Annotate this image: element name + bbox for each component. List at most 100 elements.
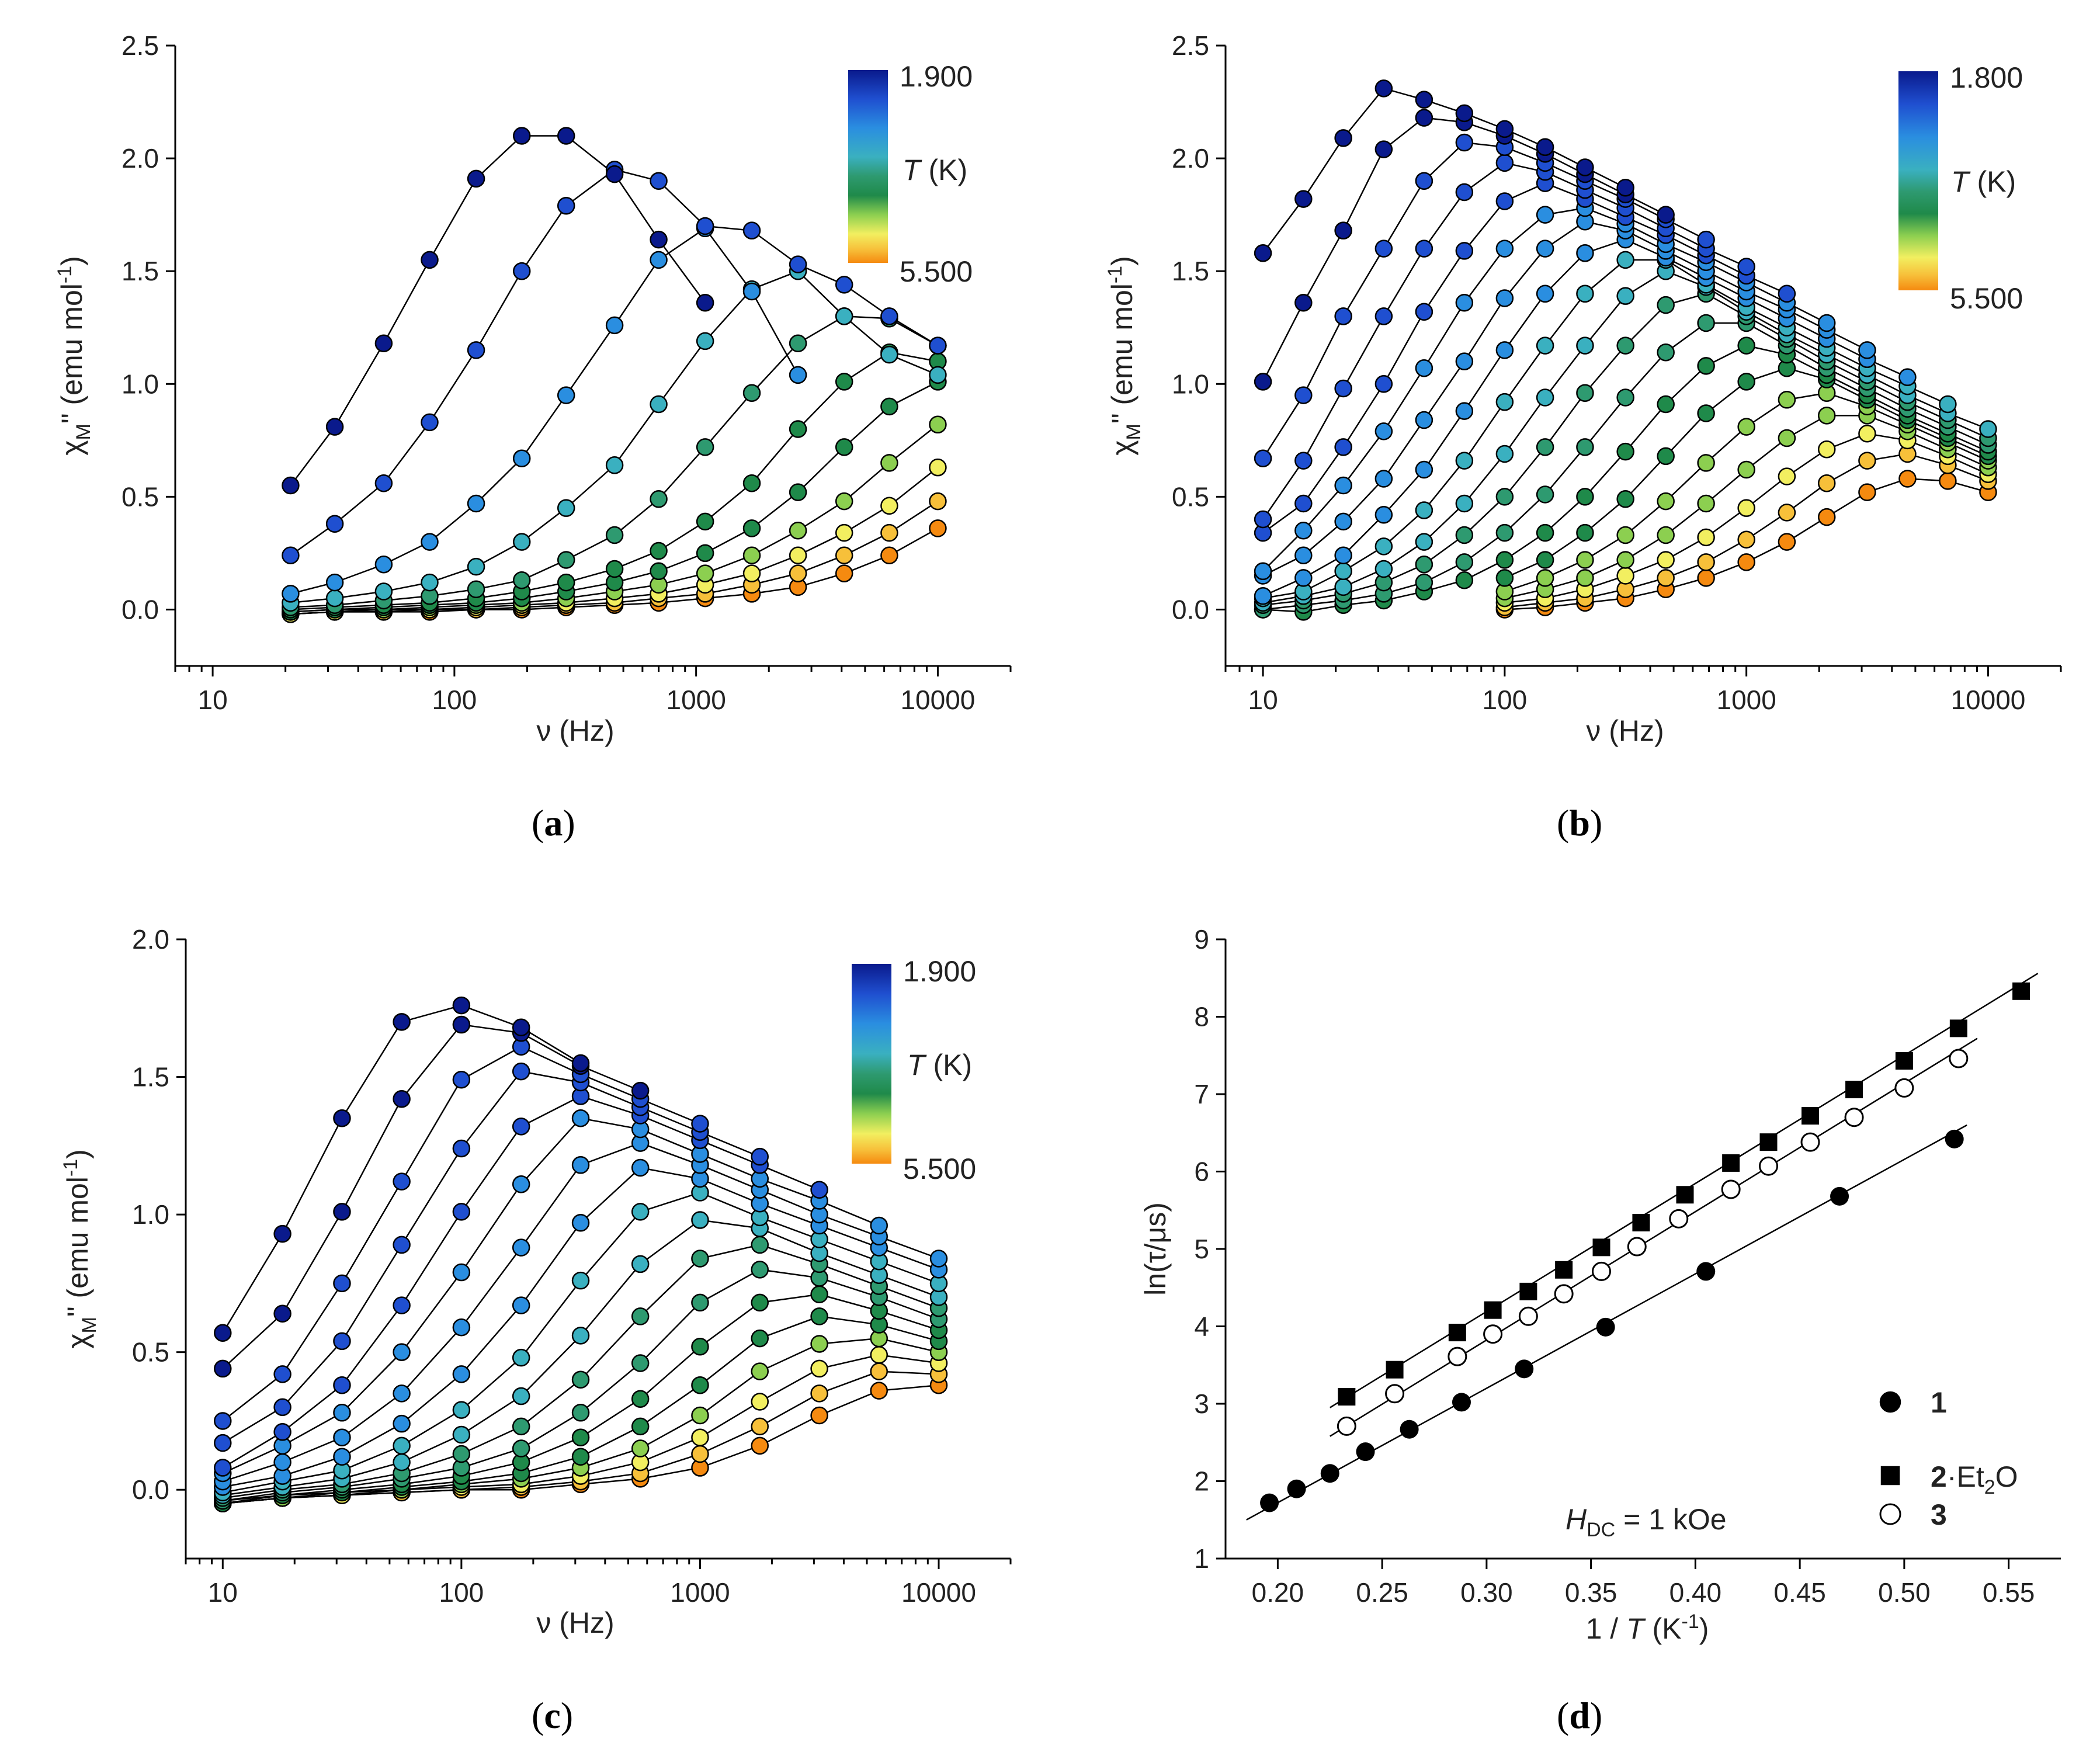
panel-b-data-point — [1495, 341, 1514, 359]
panel-a-data-point — [835, 307, 853, 325]
panel-a-data-point — [650, 172, 668, 190]
panel-d-data-point — [1287, 1479, 1306, 1498]
panel-c-data-point — [512, 1348, 530, 1367]
panel-c-data-point — [452, 1445, 471, 1463]
panel-b-data-point — [1778, 467, 1796, 485]
panel-b-data-point — [1858, 424, 1876, 443]
panel-b-colorbar-label: T (K) — [1951, 165, 2016, 198]
panel-c-data-point — [929, 1250, 948, 1268]
panel-b-series-line — [1262, 87, 1626, 254]
panel-b-data-point — [1697, 494, 1715, 513]
panel-a-data-point — [835, 276, 853, 294]
panel-c-data-point — [393, 1414, 411, 1433]
panel-b-ytick-label: 0.0 — [1172, 594, 1209, 624]
panel-c-xlabel: ν (Hz) — [536, 1606, 614, 1639]
panel-b-label: (b) — [1557, 802, 1602, 844]
panel-a-data-point — [557, 551, 575, 569]
panel-a-data-point — [696, 564, 714, 582]
panel-a-data-point — [467, 580, 485, 598]
panel-a-data-point — [374, 474, 393, 492]
panel-a-data-point — [696, 438, 714, 456]
legend-marker-3 — [1879, 1503, 1901, 1525]
panel-a-data-point — [789, 564, 807, 582]
panel-b-data-point — [1254, 449, 1272, 467]
panel-d-data-point — [1759, 1156, 1778, 1176]
panel-b-data-point — [1576, 336, 1594, 355]
panel-c-data-point — [512, 1439, 530, 1457]
panel-b-data-point — [1939, 395, 1957, 414]
panel-c-data-point — [870, 1216, 888, 1235]
panel-a-data-point — [696, 332, 714, 350]
panel-b-data-point — [1334, 578, 1352, 596]
panel-a-colorbar — [848, 70, 888, 263]
panel-c-data-point — [214, 1359, 232, 1378]
panel-b: 0.0 0.5 1.0 1.5 2.0 2.5 10 100 1000 10000 ν (Hz)… — [1104, 30, 2062, 844]
panel-c-data-point — [751, 1436, 769, 1455]
panel-b-data-point — [1294, 546, 1313, 565]
panel-b-data-point — [1294, 293, 1313, 312]
panel-c-data-point — [512, 1018, 530, 1037]
panel-d-data-point — [1949, 1019, 1967, 1037]
panel-d-ytick-label: 9 — [1194, 924, 1209, 955]
panel-b-ytick-label: 2.0 — [1172, 143, 1209, 173]
panel-b-data-point — [1254, 587, 1272, 605]
panel-c-data-point — [393, 1384, 411, 1403]
panel-c-data-point — [452, 1401, 471, 1419]
panel-d-data-point — [1400, 1420, 1419, 1439]
panel-c-colorbar — [852, 964, 891, 1164]
panel-b-data-point — [1415, 411, 1433, 429]
panel-a-xtick-label: 10 — [198, 685, 228, 715]
panel-b-data-point — [1254, 510, 1272, 529]
panel-c-data-point — [810, 1335, 828, 1353]
panel-c-data-point — [751, 1293, 769, 1312]
panel-b-data-point — [1294, 569, 1313, 587]
panel-a-series — [282, 127, 947, 623]
panel-d-data-point — [1483, 1324, 1503, 1344]
panel-a-data-point — [880, 345, 898, 364]
panel-b-data-point — [1455, 104, 1474, 123]
panel-b-data-point — [1415, 109, 1433, 127]
panel-b-data-point — [1616, 287, 1634, 305]
panel-d-series — [1246, 973, 2039, 1521]
panel-c-data-point — [870, 1346, 888, 1364]
panel-b-data-point — [1737, 336, 1755, 355]
panel-c-data-point — [751, 1261, 769, 1279]
panel-b-data-point — [1697, 454, 1715, 472]
panel-b-data-point — [1415, 91, 1433, 109]
panel-a-data-point — [374, 334, 393, 353]
panel-c-data-point — [691, 1376, 709, 1394]
panel-b-data-point — [1697, 528, 1715, 547]
panel-b-data-point — [1495, 120, 1514, 138]
panel-a-xticks: 10 100 1000 10000 — [174, 666, 1012, 715]
panel-b-data-point — [1415, 573, 1433, 592]
panel-c-data-point — [214, 1324, 232, 1342]
panel-d-data-point — [1844, 1108, 1864, 1127]
panel-b-data-point — [1616, 336, 1634, 355]
panel-b-data-point — [1334, 562, 1352, 581]
panel-a-data-point — [282, 476, 300, 495]
panel-a-data-point — [880, 307, 898, 325]
panel-c-data-point — [631, 1081, 650, 1100]
panel-a-data-point — [557, 573, 575, 592]
panel-a-xtick-label: 10000 — [900, 685, 975, 715]
panel-a-data-point — [789, 420, 807, 438]
panel-b-data-point — [1536, 284, 1554, 303]
panel-a-data-point — [421, 573, 439, 592]
panel-b-data-point — [1415, 359, 1433, 377]
panel-c-label: (c) — [532, 1695, 573, 1736]
panel-a-data-point — [325, 573, 344, 592]
panel-b-data-point — [1697, 314, 1715, 332]
panel-d-xtick-label: 0.55 — [1983, 1577, 2035, 1608]
panel-b-data-point — [1254, 562, 1272, 581]
panel-b-data-point — [1778, 429, 1796, 447]
panel-c-data-point — [512, 1417, 530, 1436]
legend-marker-2 — [1880, 1466, 1900, 1486]
panel-c-data-point — [691, 1250, 709, 1268]
panel-d-data-point — [1448, 1324, 1466, 1342]
panel-a-data-point — [835, 523, 853, 542]
panel-a-series-line — [290, 135, 706, 486]
panel-b-data-point — [1415, 303, 1433, 321]
panel-b-data-point — [1657, 343, 1675, 362]
panel-d-xticks: 0.20 0.25 0.30 0.35 0.40 0.45 0.50 0.55 — [1252, 1559, 2035, 1608]
panel-c-data-point — [691, 1337, 709, 1356]
